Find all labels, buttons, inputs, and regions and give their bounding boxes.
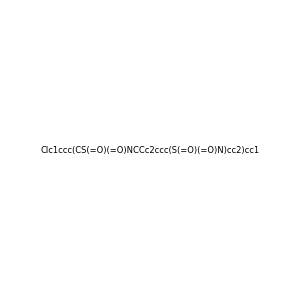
- Text: Clc1ccc(CS(=O)(=O)NCCc2ccc(S(=O)(=O)N)cc2)cc1: Clc1ccc(CS(=O)(=O)NCCc2ccc(S(=O)(=O)N)cc…: [40, 146, 260, 154]
